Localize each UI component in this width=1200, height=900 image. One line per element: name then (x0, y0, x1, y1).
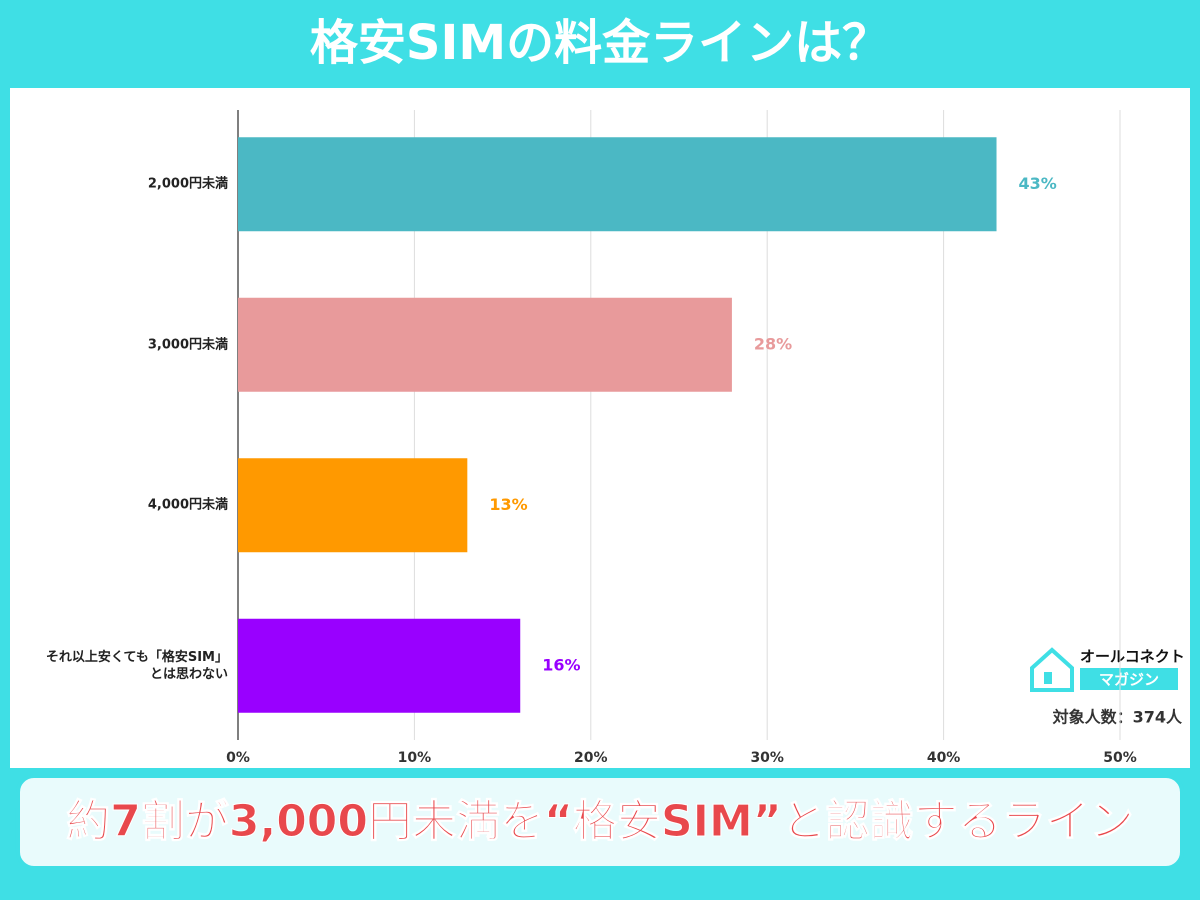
x-tick-label: 20% (574, 750, 608, 766)
value-label: 16% (542, 655, 580, 674)
value-label: 13% (489, 495, 527, 514)
x-tick-label: 10% (398, 750, 432, 766)
y-tick-label: 3,000円未満 (147, 337, 228, 353)
y-tick-label: それ以上安くても「格安SIM」 とは思わない (45, 649, 228, 682)
x-tick-label: 50% (1103, 750, 1137, 766)
value-label: 43% (1019, 174, 1057, 193)
brand-logo (1030, 647, 1178, 692)
banner-box (16, 774, 1184, 870)
x-tick-label: 40% (927, 750, 961, 766)
x-tick-label: 0% (226, 750, 250, 766)
sample-size: 対象人数：374人 (1052, 708, 1183, 727)
x-tick-label: 30% (750, 750, 784, 766)
chart-title: 格安SIMの料金ラインは？ (310, 15, 890, 71)
brand-name: オールコネクト (1080, 648, 1185, 666)
bar (238, 297, 732, 392)
y-tick-label: 4,000円未満 (147, 497, 228, 513)
y-tick-label: 2,000円未満 (147, 176, 228, 192)
value-label: 28% (754, 334, 792, 353)
bar (238, 618, 521, 713)
banner-text: 約7割が3,000円未満を“格安SIM”と認識するライン (66, 796, 1133, 847)
bar (238, 458, 468, 553)
bar (238, 137, 997, 232)
brand-sub: マガジン (1099, 671, 1159, 689)
